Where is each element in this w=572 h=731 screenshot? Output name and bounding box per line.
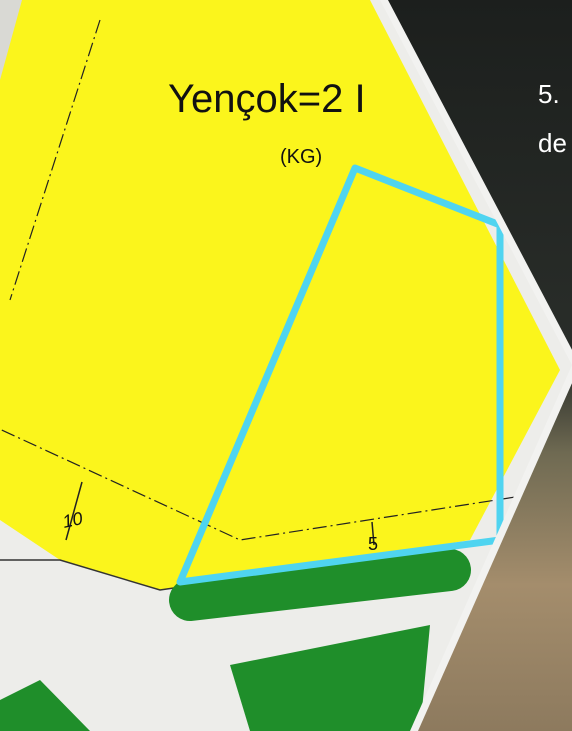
dimension-label: 10 bbox=[61, 508, 85, 532]
zone-code: (KG) bbox=[280, 146, 322, 168]
dimension-label: 5 bbox=[368, 534, 378, 554]
page: 5. de 10 5 Yençok=2 I (KG) (() => { cons… bbox=[0, 0, 572, 731]
overlay-text: 5. bbox=[538, 79, 560, 109]
map-composite: 5. de 10 5 Yençok=2 I (KG) bbox=[0, 0, 572, 731]
zone-label: Yençok=2 I bbox=[168, 77, 366, 121]
overlay-text: de bbox=[538, 128, 567, 158]
